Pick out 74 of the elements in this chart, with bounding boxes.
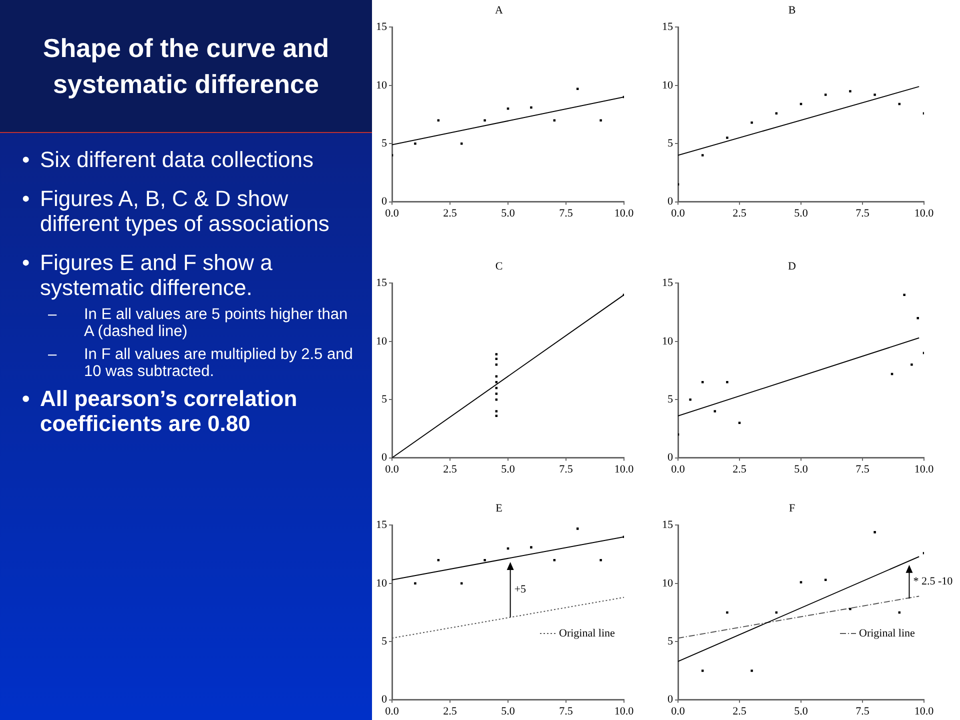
x-tick-label: 0.0 (671, 207, 686, 220)
y-tick-label: 0 (382, 452, 388, 464)
y-tick-label: 5 (382, 635, 388, 648)
x-tick-label: 7.5 (856, 705, 870, 718)
x-tick-label: 10.0 (914, 463, 934, 476)
x-tick-label: 5.0 (501, 705, 516, 718)
x-tick-label: 10.0 (914, 207, 934, 220)
text: Shape of the curve and systematic difference (0, 0, 372, 133)
y-tick-label: 5 (382, 137, 388, 150)
x-tick-label: 10.0 (614, 705, 634, 718)
x-tick-label: 5.0 (794, 463, 808, 476)
y-tick-label: 0 (668, 196, 674, 208)
chart-title: A (495, 4, 504, 16)
x-tick-label: 0.0 (671, 705, 686, 718)
legend-label: Original line (859, 627, 916, 640)
x-tick-label: 2.5 (443, 705, 458, 718)
text: • All pearson’s correlation coefficients are 0.80 (22, 386, 298, 436)
y-tick-label: 10 (376, 335, 388, 348)
y-tick-label: 10 (662, 577, 674, 590)
x-tick-label: 0.0 (385, 463, 400, 476)
x-tick-label: 0.0 (385, 705, 400, 718)
y-tick-label: 15 (376, 519, 388, 532)
text: • Six different data collections (22, 147, 314, 172)
point (437, 558, 440, 562)
text: – In F all values are multiplied by 2.5 and 10 was subtracted. (48, 346, 353, 380)
x-tick-label: 7.5 (856, 207, 870, 220)
y-tick-label: 5 (668, 137, 674, 150)
y-tick-label: 0 (668, 694, 674, 706)
chart-title: D (788, 260, 796, 272)
y-tick-label: 15 (376, 277, 388, 290)
x-tick-label: 10.0 (614, 207, 634, 220)
x-tick-label: 7.5 (856, 463, 870, 476)
text: – In E all values are 5 points higher than A (dashed line) (48, 306, 348, 340)
x-tick-label: 2.5 (732, 463, 747, 476)
chart-title: B (788, 4, 796, 16)
y-tick-label: 0 (382, 196, 388, 208)
y-tick-label: 0 (382, 694, 388, 706)
y-tick-label: 15 (662, 519, 674, 532)
annotation: * 2.5 -10 (913, 576, 954, 588)
y-tick-label: 15 (662, 21, 674, 34)
point (738, 422, 741, 424)
y-tick-label: 10 (662, 335, 674, 348)
x-tick-label: 5.0 (794, 207, 808, 220)
x-tick-label: 5.0 (501, 463, 516, 476)
text: • Figures E and F show a systematic difference. (22, 250, 272, 300)
y-tick-label: 5 (668, 635, 674, 648)
x-tick-label: 2.5 (732, 705, 747, 718)
y-tick-label: 15 (662, 277, 674, 290)
x-tick-label: 0.0 (671, 463, 686, 476)
x-tick-label: 0.0 (385, 207, 400, 220)
x-tick-label: 2.5 (443, 463, 458, 476)
x-tick-label: 7.5 (559, 705, 574, 718)
x-tick-label: 7.5 (559, 207, 574, 220)
x-tick-label: 10.0 (914, 705, 934, 718)
x-tick-label: 5.0 (794, 705, 808, 718)
annotation: +5 (514, 583, 527, 596)
x-tick-label: 2.5 (732, 207, 747, 220)
chart-title: C (495, 260, 503, 272)
chart-title: F (788, 502, 796, 514)
y-tick-label: 5 (668, 393, 674, 406)
chart-title: E (496, 502, 503, 514)
x-tick-label: 7.5 (559, 463, 574, 476)
y-tick-label: 10 (376, 79, 388, 92)
y-tick-label: 5 (382, 393, 388, 406)
text: • Figures A, B, C & D show different types of associations (22, 186, 330, 236)
y-tick-label: 10 (376, 577, 388, 590)
point (553, 558, 556, 562)
y-tick-label: 10 (662, 79, 674, 92)
x-tick-label: 2.5 (443, 207, 458, 220)
y-tick-label: 0 (668, 452, 674, 464)
y-tick-label: 15 (376, 21, 388, 34)
x-tick-label: 5.0 (501, 207, 516, 220)
x-tick-label: 10.0 (614, 463, 634, 476)
legend-label: Original line (559, 627, 616, 640)
